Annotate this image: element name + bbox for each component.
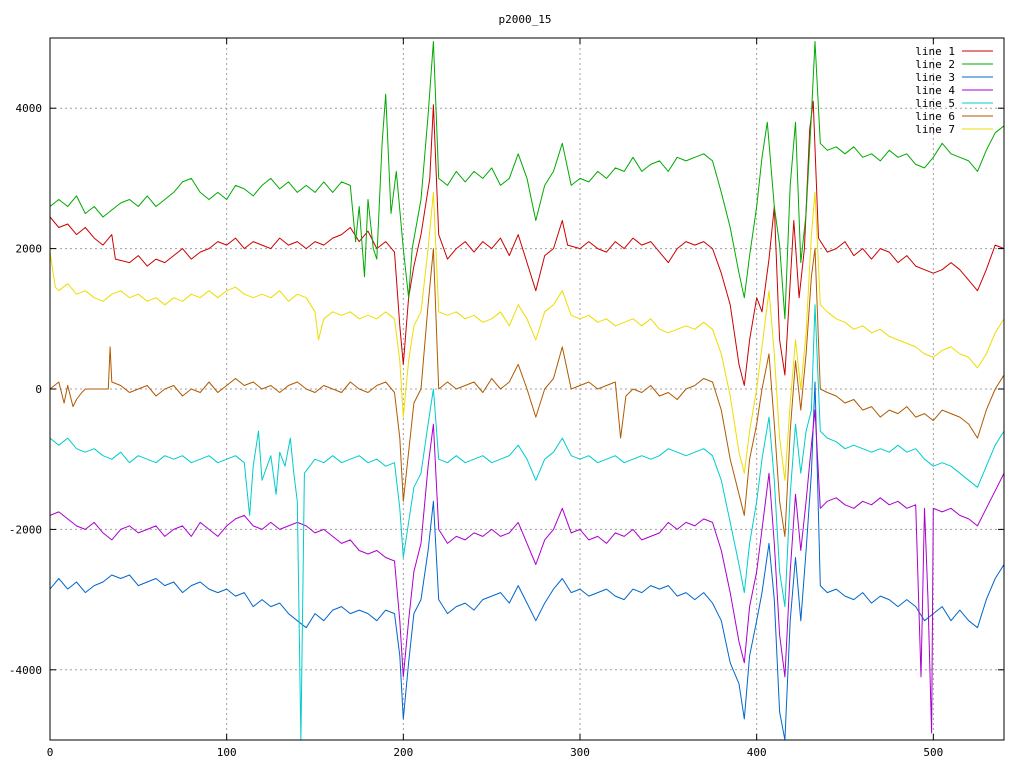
series-line-4: [50, 409, 1004, 734]
series-line-6: [50, 248, 1004, 537]
y-tick-label: 0: [35, 383, 42, 396]
legend-label-2: line 2: [915, 58, 955, 71]
series-line-1: [50, 100, 1004, 386]
x-tick-label: 0: [47, 746, 54, 759]
axis-ticks: 0 100 200 300 400 500 -4000 -2000 0 2000 4000: [9, 38, 1004, 759]
x-tick-label: 500: [923, 746, 943, 759]
series-line-5: [50, 304, 1004, 740]
series-line-3: [50, 381, 1004, 740]
x-tick-label: 200: [393, 746, 413, 759]
y-tick-label: 4000: [16, 102, 43, 115]
legend-label-5: line 5: [915, 97, 955, 110]
x-tick-label: 100: [217, 746, 237, 759]
legend-label-4: line 4: [915, 84, 955, 97]
legend-label-3: line 3: [915, 71, 955, 84]
x-tick-label: 400: [747, 746, 767, 759]
legend-label-6: line 6: [915, 110, 955, 123]
series-line-7: [50, 191, 1004, 481]
y-tick-label: -2000: [9, 523, 42, 536]
series-group: [50, 41, 1004, 740]
series-layer: [50, 41, 1004, 740]
x-tick-label: 300: [570, 746, 590, 759]
legend-label-7: line 7: [915, 123, 955, 136]
chart-title: p2000_15: [499, 13, 552, 26]
legend-label-1: line 1: [915, 45, 955, 58]
y-tick-label: 2000: [16, 243, 43, 256]
series-line-2: [50, 41, 1004, 320]
y-tick-label: -4000: [9, 664, 42, 677]
